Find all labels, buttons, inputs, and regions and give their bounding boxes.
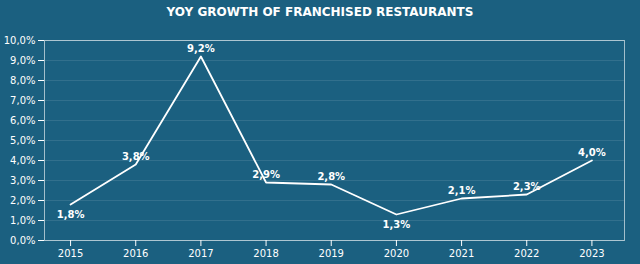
svg-text:9,2%: 9,2% [187, 43, 215, 54]
svg-text:1,0%: 1,0% [10, 215, 35, 226]
svg-text:2018: 2018 [253, 248, 278, 259]
svg-text:0,0%: 0,0% [10, 235, 35, 246]
svg-text:2022: 2022 [514, 248, 539, 259]
svg-text:2015: 2015 [58, 248, 83, 259]
svg-text:2016: 2016 [123, 248, 148, 259]
svg-text:2,0%: 2,0% [10, 195, 35, 206]
html-text:YOY GROWTH OF FRANCHISED RESTA: YOY GROWTH OF FRANCHISED RESTAURANTS [166, 5, 474, 19]
svg-text:2020: 2020 [384, 248, 409, 259]
svg-text:3,8%: 3,8% [122, 151, 150, 162]
svg-text:2,8%: 2,8% [317, 171, 345, 182]
svg-text:2017: 2017 [188, 248, 213, 259]
svg-text:6,0%: 6,0% [10, 115, 35, 126]
svg-text:2,9%: 2,9% [252, 169, 280, 180]
svg-text:2,3%: 2,3% [513, 181, 541, 192]
svg-text:7,0%: 7,0% [10, 95, 35, 106]
svg-text:5,0%: 5,0% [10, 135, 35, 146]
svg-text:9,0%: 9,0% [10, 55, 35, 66]
svg-text:1,3%: 1,3% [383, 219, 411, 230]
svg-text:2019: 2019 [319, 248, 344, 259]
svg-text:1,8%: 1,8% [57, 209, 85, 220]
svg-text:4,0%: 4,0% [578, 147, 606, 158]
svg-text:2,1%: 2,1% [448, 185, 476, 196]
svg-text:2023: 2023 [579, 248, 604, 259]
svg-text:8,0%: 8,0% [10, 75, 35, 86]
svg-text:4,0%: 4,0% [10, 155, 35, 166]
svg-text:2021: 2021 [449, 248, 474, 259]
svg-text:3,0%: 3,0% [10, 175, 35, 186]
svg-text:10,0%: 10,0% [4, 35, 36, 46]
